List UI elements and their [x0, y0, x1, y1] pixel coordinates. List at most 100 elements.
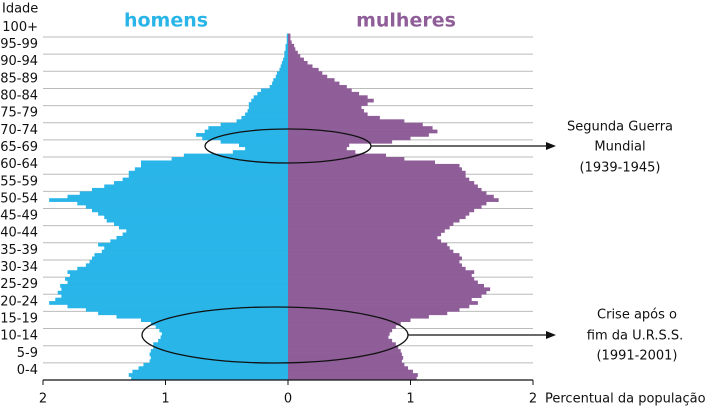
bar	[67, 270, 288, 274]
bar	[283, 57, 288, 62]
bar	[247, 109, 288, 113]
bar	[288, 311, 448, 316]
bar	[288, 91, 360, 96]
bar	[288, 208, 475, 213]
bar	[280, 64, 288, 69]
bar	[116, 314, 288, 319]
bar	[60, 283, 289, 288]
bar	[288, 194, 494, 199]
bar	[138, 366, 288, 371]
x-tick-label: 0	[284, 392, 292, 407]
bar	[288, 314, 429, 319]
bar	[285, 47, 288, 52]
bar	[288, 328, 393, 333]
bar	[288, 318, 411, 322]
bar	[288, 181, 475, 185]
bar	[57, 290, 289, 295]
bar	[288, 270, 475, 274]
bar	[202, 136, 288, 141]
bar	[132, 369, 288, 374]
bar	[288, 119, 405, 124]
bar	[288, 259, 460, 264]
bar	[220, 122, 288, 127]
bar	[288, 376, 417, 381]
bar	[67, 280, 288, 285]
y-tick-label: 90-94	[0, 54, 38, 69]
bar	[288, 167, 462, 172]
bar	[67, 304, 288, 309]
bar	[149, 359, 288, 364]
bar	[110, 239, 288, 244]
bar	[286, 33, 288, 38]
bar	[149, 352, 288, 357]
bar	[159, 328, 288, 333]
bar	[104, 215, 288, 220]
annotation: (1991-2001)	[596, 349, 677, 364]
bar	[220, 139, 288, 144]
bar	[288, 239, 442, 244]
bar	[288, 54, 301, 58]
bar	[65, 277, 288, 281]
annotation: Crise após o	[597, 308, 677, 323]
bar	[288, 266, 466, 271]
x-tick-label: 2	[529, 392, 537, 407]
bar	[92, 256, 288, 261]
bar	[141, 160, 288, 165]
bar	[288, 160, 435, 165]
bar	[285, 43, 288, 48]
bar	[153, 345, 288, 350]
bar	[155, 325, 288, 329]
bar	[288, 115, 380, 120]
bar	[288, 283, 484, 288]
bar	[77, 266, 288, 271]
bar	[284, 50, 288, 55]
bar	[158, 338, 288, 343]
bar	[239, 143, 288, 148]
y-tick-label: 40-44	[0, 226, 38, 241]
bar	[85, 205, 288, 209]
bar	[85, 263, 288, 268]
bar	[143, 362, 288, 367]
bar	[236, 119, 288, 124]
bar	[288, 211, 470, 216]
bar	[94, 253, 288, 257]
bar	[232, 150, 288, 154]
x-tick-label: 2	[39, 392, 47, 407]
y-tick-label: 20-24	[0, 294, 38, 309]
bar	[288, 287, 491, 292]
bar	[248, 102, 288, 106]
bar	[122, 177, 288, 182]
bar	[183, 153, 288, 158]
y-tick-label: 85-89	[0, 71, 38, 86]
bar	[245, 112, 288, 117]
x-tick-label: 1	[161, 392, 169, 407]
bar	[288, 129, 438, 134]
bar	[288, 263, 462, 268]
bar	[288, 61, 308, 65]
bar	[272, 81, 288, 86]
y-tick-label: 70-74	[0, 123, 38, 138]
bar	[245, 146, 288, 151]
bar	[284, 54, 288, 58]
bar	[288, 191, 487, 196]
annotation: Segunda Guerra	[567, 120, 673, 135]
bar	[257, 91, 288, 96]
y-tick-label: 45-49	[0, 209, 38, 224]
bar	[288, 136, 411, 141]
bar	[49, 198, 288, 202]
bar	[288, 218, 460, 223]
bar	[288, 294, 482, 298]
bar	[288, 170, 466, 175]
bar	[150, 321, 288, 326]
bar	[288, 122, 423, 127]
bar	[61, 294, 288, 298]
bar	[288, 95, 368, 100]
bar	[241, 115, 288, 120]
y-tick-label: 60-64	[0, 157, 38, 172]
bar	[288, 163, 460, 168]
bar	[288, 81, 340, 86]
bar	[273, 78, 288, 82]
arrow-head	[546, 142, 556, 150]
bar	[171, 157, 288, 161]
bar	[161, 331, 288, 336]
